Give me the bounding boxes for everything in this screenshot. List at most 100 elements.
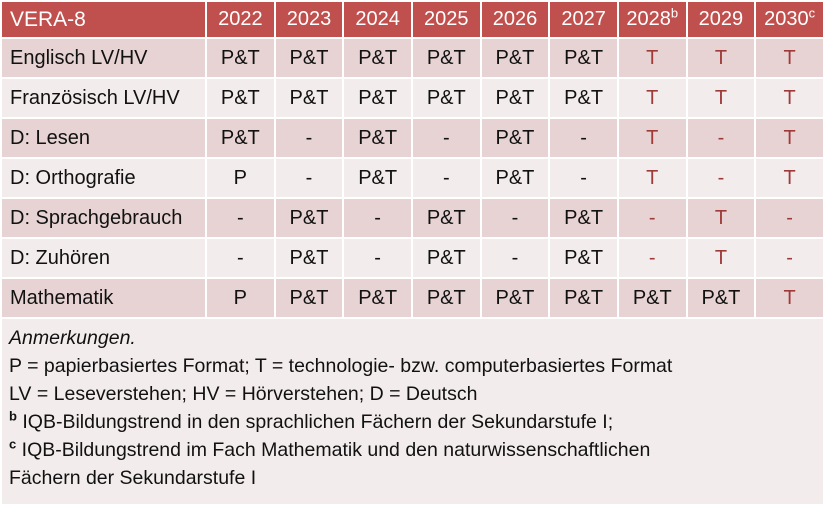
footnote-marker: b — [670, 5, 679, 21]
schedule-cell: - — [481, 199, 549, 237]
table-row: Englisch LV/HV P&T P&T P&T P&T P&T P&T T T T — [2, 39, 823, 77]
header-row: VERA-8 2022 2023 2024 2025 2026 2027 2028b 2029… — [2, 2, 823, 37]
schedule-cell: P&T — [550, 199, 617, 237]
footnote-marker: b — [9, 408, 17, 424]
schedule-cell: P&T — [275, 199, 343, 237]
schedule-cell: T — [687, 79, 755, 117]
schedule-cell: - — [618, 199, 686, 237]
row-label: Französisch LV/HV — [2, 79, 205, 117]
schedule-cell: - — [618, 239, 686, 277]
year-column-header: 2030c — [756, 2, 823, 37]
schedule-cell: - — [756, 239, 823, 277]
schedule-cell: - — [412, 159, 480, 197]
schedule-cell: T — [756, 279, 823, 317]
row-label: D: Zuhören — [2, 239, 205, 277]
note-line: LV = Leseverstehen; HV = Hörverstehen; D… — [9, 383, 478, 405]
schedule-cell: P&T — [207, 79, 274, 117]
year-column-header: 2029 — [687, 2, 755, 37]
notes-heading: Anmerkungen. — [9, 327, 136, 349]
schedule-cell: T — [756, 79, 823, 117]
schedule-cell: P&T — [550, 239, 617, 277]
schedule-cell: P&T — [207, 119, 274, 157]
schedule-cell: P&T — [687, 279, 755, 317]
schedule-cell: P&T — [412, 39, 480, 77]
schedule-cell: P&T — [344, 79, 411, 117]
row-label: Englisch LV/HV — [2, 39, 205, 77]
schedule-cell: - — [412, 119, 480, 157]
schedule-cell: P&T — [412, 79, 480, 117]
schedule-cell: - — [481, 239, 549, 277]
schedule-cell: P — [207, 279, 274, 317]
schedule-cell: P&T — [412, 199, 480, 237]
schedule-cell: T — [756, 39, 823, 77]
schedule-cell: P&T — [275, 239, 343, 277]
schedule-cell: P&T — [344, 39, 411, 77]
schedule-cell: - — [756, 199, 823, 237]
row-label: Mathematik — [2, 279, 205, 317]
schedule-cell: P&T — [275, 279, 343, 317]
schedule-cell: P&T — [481, 279, 549, 317]
schedule-cell: P&T — [207, 39, 274, 77]
year-column-header: 2027 — [550, 2, 617, 37]
schedule-cell: P&T — [481, 119, 549, 157]
schedule-cell: P&T — [550, 39, 617, 77]
year-column-header: 2024 — [344, 2, 411, 37]
table-row: Französisch LV/HV P&T P&T P&T P&T P&T P&T T T T — [2, 79, 823, 117]
table-row: D: Orthografie P - P&T - P&T - T - T — [2, 159, 823, 197]
year-column-header: 2025 — [412, 2, 480, 37]
note-line: Fächern der Sekundarstufe I — [9, 467, 257, 489]
schedule-cell: - — [687, 119, 755, 157]
table-row: D: Lesen P&T - P&T - P&T - T - T — [2, 119, 823, 157]
schedule-cell: P&T — [481, 159, 549, 197]
schedule-cell: P&T — [412, 279, 480, 317]
vera8-schedule-table: VERA-8 2022 2023 2024 2025 2026 2027 2028b 2029… — [2, 2, 823, 317]
note-line: P = papierbasiertes Format; T = technolo… — [9, 355, 673, 377]
table-row: D: Sprachgebrauch - P&T - P&T - P&T - T - — [2, 199, 823, 237]
schedule-cell: P&T — [344, 159, 411, 197]
year-column-header: 2022 — [207, 2, 274, 37]
schedule-cell: T — [756, 119, 823, 157]
schedule-cell: T — [756, 159, 823, 197]
schedule-cell: P&T — [481, 39, 549, 77]
year-column-header: 2023 — [275, 2, 343, 37]
schedule-cell: - — [687, 159, 755, 197]
year-column-header: 2026 — [481, 2, 549, 37]
schedule-cell: P — [207, 159, 274, 197]
table-row: D: Zuhören - P&T - P&T - P&T - T - — [2, 239, 823, 277]
schedule-cell: P&T — [344, 279, 411, 317]
schedule-cell: P&T — [412, 239, 480, 277]
schedule-cell: P&T — [481, 79, 549, 117]
table-row: Mathematik P P&T P&T P&T P&T P&T P&T P&T T — [2, 279, 823, 317]
schedule-cell: - — [207, 239, 274, 277]
schedule-cell: - — [275, 119, 343, 157]
notes-section: Anmerkungen. P = papierbasiertes Format;… — [2, 319, 823, 504]
schedule-cell: P&T — [275, 79, 343, 117]
schedule-cell: P&T — [344, 119, 411, 157]
table-body: Englisch LV/HV P&T P&T P&T P&T P&T P&T T T T Franz… — [2, 39, 823, 317]
schedule-cell: - — [275, 159, 343, 197]
year-column-header: 2028b — [618, 2, 686, 37]
footnote-marker: c — [9, 436, 17, 452]
row-label: D: Sprachgebrauch — [2, 199, 205, 237]
schedule-cell: - — [344, 199, 411, 237]
schedule-cell: P&T — [275, 39, 343, 77]
schedule-cell: P&T — [618, 279, 686, 317]
note-line: b IQB-Bildungstrend in den sprachlichen … — [9, 408, 614, 434]
schedule-cell: T — [618, 39, 686, 77]
schedule-cell: - — [207, 199, 274, 237]
schedule-cell: - — [344, 239, 411, 277]
row-label: D: Orthografie — [2, 159, 205, 197]
schedule-cell: T — [618, 159, 686, 197]
schedule-cell: T — [687, 199, 755, 237]
schedule-cell: T — [618, 79, 686, 117]
schedule-cell: T — [687, 239, 755, 277]
footnote-marker: c — [808, 5, 816, 21]
schedule-cell: - — [550, 159, 617, 197]
schedule-cell: T — [687, 39, 755, 77]
note-line: c IQB-Bildungstrend im Fach Mathematik u… — [9, 436, 651, 462]
schedule-cell: - — [550, 119, 617, 157]
schedule-cell: T — [618, 119, 686, 157]
schedule-cell: P&T — [550, 279, 617, 317]
schedule-cell: P&T — [550, 79, 617, 117]
row-label: D: Lesen — [2, 119, 205, 157]
